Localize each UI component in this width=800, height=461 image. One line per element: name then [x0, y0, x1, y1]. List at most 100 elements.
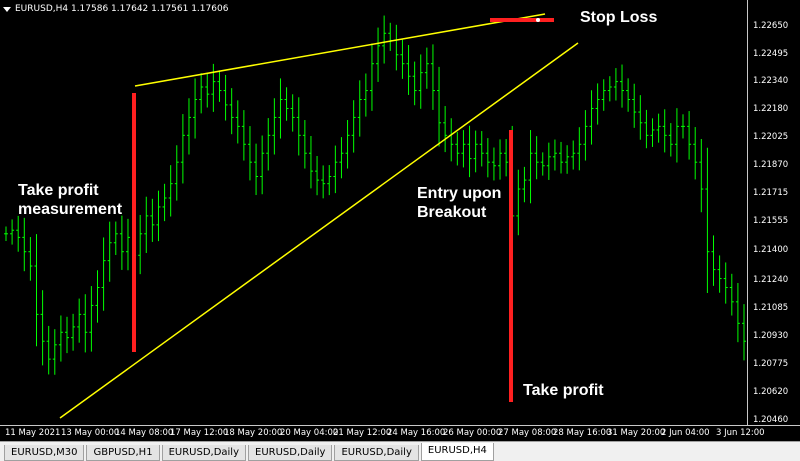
ohlc-bar [235, 100, 240, 144]
time-tick-label: 20 May 04:00 [280, 428, 339, 438]
ohlc-bar [717, 255, 722, 293]
ohlc-bar [339, 137, 344, 179]
price-chart[interactable] [0, 0, 747, 425]
ohlc-bar [174, 145, 179, 201]
ohlc-bar [449, 118, 454, 162]
chart-tab[interactable]: EURUSD,Daily [248, 445, 333, 461]
time-tick-label: 24 May 16:00 [387, 428, 446, 438]
ohlc-bar [382, 15, 387, 64]
ohlc-bar [681, 114, 686, 139]
chart-tab[interactable]: EURUSD,H4 [420, 443, 494, 461]
stop-loss-handle [536, 18, 540, 22]
price-tick-label: 1.21085 [753, 303, 789, 313]
ohlc-bar [223, 74, 228, 121]
ohlc-bar [77, 298, 82, 343]
ohlc-bar [723, 262, 728, 304]
ohlc-bar [595, 83, 600, 125]
ohlc-bar [644, 109, 649, 149]
price-tick-label: 1.22650 [753, 21, 789, 31]
ohlc-bar [278, 78, 283, 139]
chart-plot-area[interactable]: EURUSD,H4 1.17586 1.17642 1.17561 1.1760… [0, 0, 747, 425]
time-axis[interactable]: 11 May 2021 13 May 00:00 14 May 08:00 17 Ma… [0, 425, 800, 442]
ohlc-bar [107, 221, 112, 282]
ohlc-bar [284, 87, 289, 121]
entry-label-line1: Entry upon [417, 185, 502, 202]
ohlc-bar [272, 98, 277, 155]
ohlc-bar [632, 83, 637, 128]
ohlc-bar [662, 109, 667, 153]
time-tick-label: 27 May 08:00 [498, 428, 557, 438]
price-tick-label: 1.20460 [753, 415, 789, 425]
ohlc-bar [626, 78, 631, 112]
chart-tab[interactable]: EURUSD,Daily [334, 445, 419, 461]
ohlc-bar [577, 127, 582, 171]
ohlc-bar [424, 47, 429, 89]
ohlc-bar [528, 130, 533, 204]
ohlc-bar [247, 126, 252, 181]
stop-loss-label: Stop Loss [580, 9, 658, 26]
ohlc-bar [71, 313, 76, 351]
ohlc-bar [546, 142, 551, 180]
ohlc-bar [516, 169, 521, 236]
ohlc-bar [83, 294, 88, 353]
time-tick-label: 21 May 12:00 [333, 428, 392, 438]
ohlc-bar [473, 130, 478, 173]
entry-label-line2: Breakout [417, 204, 487, 221]
ohlc-bar [674, 108, 679, 163]
price-tick-label: 1.22340 [753, 76, 789, 86]
ohlc-bar [241, 110, 246, 161]
ohlc-bar [412, 61, 417, 106]
price-tick-label: 1.20775 [753, 359, 789, 369]
ohlc-bar [58, 315, 63, 362]
chart-tab[interactable]: GBPUSD,H1 [86, 445, 160, 461]
time-tick-label: 26 May 00:00 [443, 428, 502, 438]
price-tick-label: 1.22495 [753, 49, 789, 59]
ohlc-bar [369, 43, 374, 111]
ohlc-bar [351, 100, 356, 153]
ohlc-bar [729, 273, 734, 316]
chart-tab[interactable]: EURUSD,M30 [4, 445, 85, 461]
ohlc-bar [400, 39, 405, 79]
time-tick-label: 18 May 20:00 [224, 428, 283, 438]
ohlc-bar [363, 73, 368, 117]
price-axis[interactable]: 1.22650 1.22495 1.22340 1.22180 1.22025 1.218… [747, 0, 800, 425]
price-tick-label: 1.21870 [753, 160, 789, 170]
ohlc-bar [144, 196, 149, 253]
ohlc-bar [613, 68, 618, 101]
ohlc-bar [406, 45, 411, 95]
ohlc-bar [491, 147, 496, 181]
time-tick-label: 14 May 08:00 [115, 428, 174, 438]
ohlc-bar [479, 131, 484, 167]
ohlc-bar [254, 143, 259, 196]
price-tick-label: 1.22180 [753, 104, 789, 114]
ohlc-bar [89, 286, 94, 352]
time-tick-label: 17 May 12:00 [170, 428, 229, 438]
price-tick-label: 1.20930 [753, 331, 789, 341]
wedge-upper-trendline [134, 13, 546, 87]
ohlc-bar [40, 290, 45, 366]
ohlc-bar [650, 118, 655, 147]
chart-tabs-bar: EURUSD,M30 GBPUSD,H1 EURUSD,Daily EURUSD,Da… [0, 441, 800, 461]
ohlc-bar [357, 80, 362, 137]
price-tick-label: 1.21240 [753, 275, 789, 285]
take-profit-measurement-label-line2: measurement [18, 201, 123, 218]
ohlc-bar [461, 130, 466, 168]
ohlc-bar [327, 165, 332, 196]
dropdown-triangle-icon[interactable] [3, 6, 11, 12]
ohlc-bar [571, 140, 576, 170]
time-tick-label: 3 Jun 12:00 [716, 428, 765, 438]
ohlc-bar [418, 54, 423, 109]
ohlc-bar [455, 132, 460, 166]
ohlc-bar [668, 123, 673, 157]
chart-tab[interactable]: EURUSD,Daily [161, 445, 246, 461]
ohlc-bar [260, 135, 265, 195]
time-tick-label: 28 May 16:00 [553, 428, 612, 438]
take-profit-label: Take profit [523, 382, 604, 399]
ohlc-bar [388, 22, 393, 51]
chart-symbol-header[interactable]: EURUSD,H4 1.17586 1.17642 1.17561 1.1760… [3, 4, 228, 14]
ohlc-bar [559, 141, 564, 174]
ohlc-bar [180, 114, 185, 184]
ohlc-bar [443, 106, 448, 153]
wedge-lower-trendline [59, 42, 579, 419]
